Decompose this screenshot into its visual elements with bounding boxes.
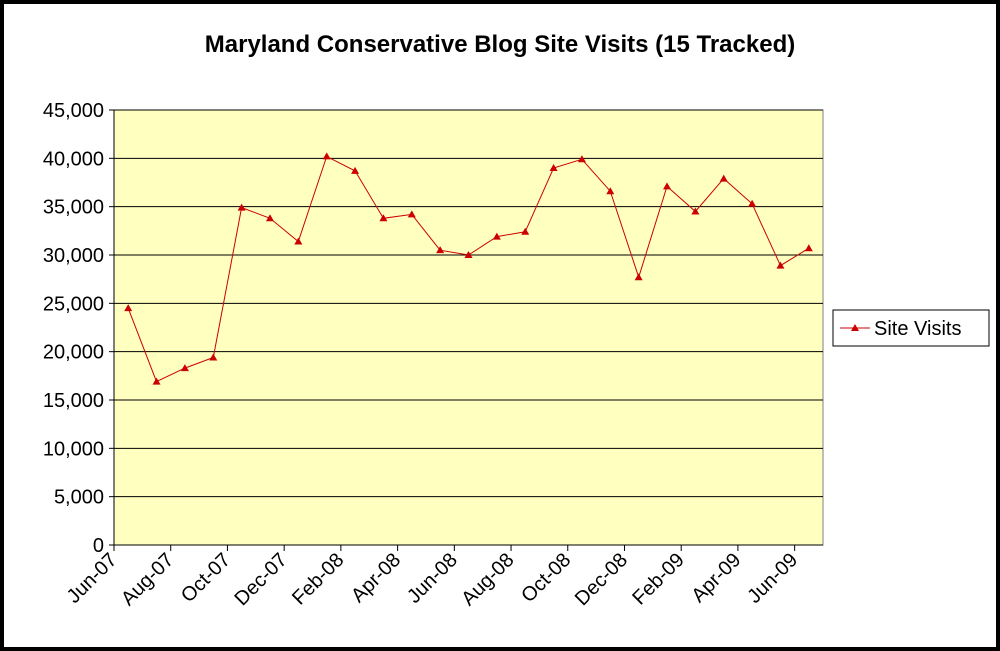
x-tick-label: Oct-08 xyxy=(517,549,575,607)
data-point xyxy=(265,214,274,222)
y-tick-label: 30,000 xyxy=(43,245,104,267)
data-point xyxy=(294,237,303,245)
y-tick-label: 5,000 xyxy=(54,487,104,509)
series-site-visits xyxy=(124,152,813,385)
y-tick-label: 20,000 xyxy=(43,342,104,364)
data-point xyxy=(549,164,558,171)
data-point xyxy=(209,353,218,361)
x-tick-label: Apr-08 xyxy=(347,549,405,607)
data-point xyxy=(152,377,161,385)
plot-area xyxy=(113,109,824,546)
y-tick-label: 25,000 xyxy=(43,293,104,315)
axes xyxy=(113,110,823,546)
x-tick-label: Jun-07 xyxy=(63,549,122,608)
x-axis-ticks: Jun-07Aug-07Oct-07Dec-07Feb-08Apr-08Jun-… xyxy=(63,545,802,610)
x-tick-label: Apr-09 xyxy=(687,549,745,607)
legend-marker xyxy=(851,324,859,331)
data-point xyxy=(464,251,473,258)
y-tick-label: 45,000 xyxy=(43,100,104,122)
y-tick-label: 40,000 xyxy=(43,148,104,170)
data-point xyxy=(634,273,643,281)
data-point xyxy=(180,364,189,372)
data-point xyxy=(577,155,586,163)
data-point xyxy=(237,203,246,211)
data-point xyxy=(322,152,331,160)
y-tick-label: 35,000 xyxy=(43,197,104,219)
x-tick-label: Dec-08 xyxy=(571,549,632,610)
data-point xyxy=(521,227,530,235)
x-tick-label: Feb-08 xyxy=(288,549,348,609)
x-tick-label: Dec-07 xyxy=(231,549,292,610)
chart-frame: Maryland Conservative Blog Site Visits (… xyxy=(4,4,996,647)
legend-label: Site Visits xyxy=(874,318,961,340)
data-point xyxy=(379,214,388,222)
x-tick-label: Oct-07 xyxy=(177,549,235,607)
data-point xyxy=(436,246,445,254)
data-point xyxy=(492,232,501,240)
line-chart: Maryland Conservative Blog Site Visits (… xyxy=(43,31,990,610)
y-axis-ticks: 0 5,000 10,000 15,000 20,000 25,000 30,000 35,0… xyxy=(43,100,114,557)
data-point xyxy=(776,261,785,269)
data-point xyxy=(748,199,757,207)
data-point xyxy=(407,210,416,218)
x-tick-label: Jun-09 xyxy=(743,549,802,608)
legend: Site Visits xyxy=(832,309,990,347)
y-tick-label: 15,000 xyxy=(43,390,104,412)
x-tick-label: Feb-09 xyxy=(628,549,688,609)
y-tick-label: 0 xyxy=(93,535,104,557)
x-tick-label: Jun-08 xyxy=(403,549,462,608)
data-point xyxy=(124,304,133,312)
x-tick-label: Aug-08 xyxy=(457,549,518,610)
x-tick-label: Aug-07 xyxy=(117,549,178,610)
data-point xyxy=(663,182,672,190)
chart-title: Maryland Conservative Blog Site Visits (… xyxy=(205,31,795,58)
data-point xyxy=(804,244,813,252)
data-point xyxy=(691,207,700,215)
data-point xyxy=(351,166,360,174)
y-tick-label: 10,000 xyxy=(43,438,104,460)
data-point xyxy=(719,174,728,182)
data-point xyxy=(606,187,615,195)
